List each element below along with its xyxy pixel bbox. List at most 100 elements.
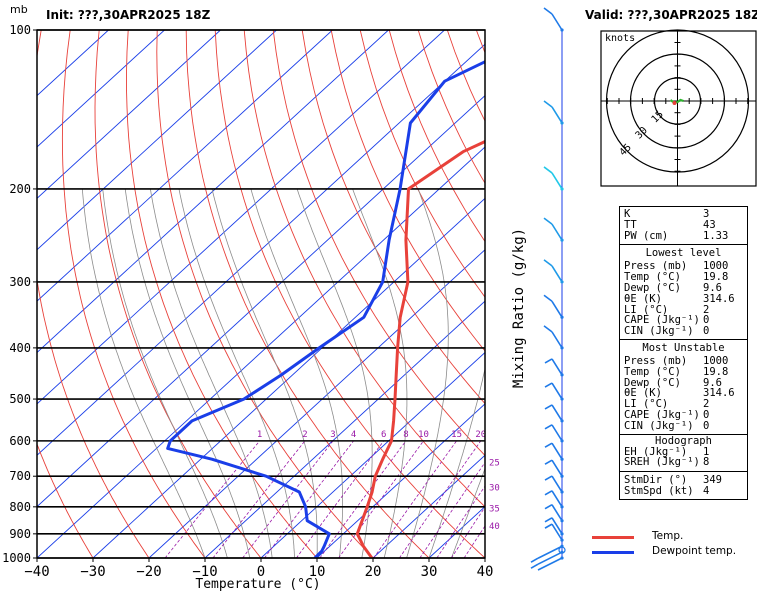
pressure-tick-label: 300 — [9, 275, 31, 289]
indices-top-section: K 3 TT 43 PW (cm) 1.33 — [620, 207, 747, 244]
lowest-level-label: Dewp (°C) — [624, 281, 681, 294]
storm-motion-label: StmSpd (kt) — [624, 484, 694, 497]
dry-adiabat-line — [37, 442, 94, 558]
lowest-level-label: θE (K) — [624, 292, 662, 305]
mixing-ratio-label: 10 — [418, 430, 429, 440]
pressure-tick-label: 200 — [9, 182, 31, 196]
temp-tick-label: −40 — [24, 564, 49, 580]
isotherm-line — [37, 30, 333, 302]
isotherm-line — [316, 403, 485, 558]
pressure-tick-label: 600 — [9, 434, 31, 448]
isotherm-line — [92, 197, 485, 558]
dry-adiabat-line — [94, 30, 262, 558]
mixing-ratio-label: 8 — [403, 430, 408, 440]
hodograph-stat-row: SREH (Jkg⁻¹) 8 — [620, 457, 747, 468]
index-label: K — [624, 208, 631, 220]
hodograph-units-label: knots — [605, 33, 635, 44]
legend-temp-label: Temp. — [652, 530, 684, 542]
index-row: PW (cm) 1.33 — [620, 230, 747, 242]
most-unstable-value: 0 — [703, 419, 710, 432]
most-unstable-value: 0 — [703, 408, 710, 421]
storm-motion-marker — [672, 101, 677, 105]
temp-tick-label: 0 — [257, 564, 265, 580]
storm-motion-label: StmDir (°) — [624, 474, 688, 487]
wind-barb-flag — [544, 442, 553, 448]
wind-barb — [551, 106, 563, 124]
wind-barb — [551, 13, 563, 31]
legend-dewpoint-swatch — [592, 551, 634, 554]
mixing-ratio-label: 1 — [257, 430, 262, 440]
x-axis-label: Temperature (°C) — [195, 577, 320, 591]
wind-barb-flag — [544, 517, 553, 523]
hodograph-stat-value: 1 — [703, 445, 710, 458]
lowest-level-label: LI (°C) — [624, 303, 669, 316]
wind-barb-flag — [530, 557, 539, 563]
legend-dewpoint-label: Dewpoint temp. — [652, 545, 737, 557]
pressure-unit-label: mb — [10, 3, 28, 16]
init-time: Init: ???,30APR2025 18Z — [46, 8, 211, 22]
isotherm-line — [37, 30, 277, 251]
most-unstable-value: 314.6 — [703, 387, 735, 400]
dry-adiabat-line — [330, 30, 485, 352]
stability-indices-table: K 3 TT 43 PW (cm) 1.33 Lowest level Press (mb… — [619, 206, 748, 500]
index-value: 3 — [703, 208, 710, 220]
lowest-level-row: Temp (°C) 19.8 — [620, 272, 747, 283]
isotherm-line — [37, 30, 165, 148]
mixing-ratio-line — [264, 440, 354, 558]
most-unstable-value: 1000 — [703, 354, 729, 367]
mixing-ratio-line — [373, 440, 457, 558]
pressure-tick-label: 900 — [9, 527, 31, 541]
most-unstable-label: Dewp (°C) — [624, 376, 681, 389]
wind-barb — [537, 545, 563, 559]
wind-barb-flag — [543, 166, 553, 174]
wind-barb — [537, 557, 563, 571]
wind-barb-flag — [544, 424, 553, 430]
plot-frame — [36, 29, 486, 559]
isotherm-line — [37, 43, 485, 456]
pressure-tick-label: 1000 — [2, 551, 31, 565]
dry-adiabat-line — [272, 30, 485, 457]
most-unstable-row: CIN (Jkg⁻¹) 0 — [620, 419, 747, 432]
moist-adiabat-line — [296, 188, 373, 558]
hodograph-stats-title: Hodograph — [655, 434, 712, 447]
wind-barb — [551, 265, 563, 283]
lowest-level-label: Temp (°C) — [624, 271, 681, 284]
most-unstable-label: CIN (Jkg⁻¹) — [624, 419, 694, 432]
mixing-ratio-label: 25 — [489, 459, 500, 469]
lowest-level-value: 9.6 — [703, 281, 722, 294]
isotherm-line — [37, 95, 485, 508]
most-unstable-row: θE (K) 314.6 — [620, 388, 747, 399]
storm-motion-value: 349 — [703, 474, 722, 487]
wind-barb — [551, 475, 563, 493]
isotherm-line — [204, 300, 485, 558]
index-row: TT 43 — [620, 218, 747, 231]
index-label: TT — [624, 218, 637, 231]
temperature-profile — [355, 139, 485, 558]
temp-tick-label: 30 — [421, 564, 438, 580]
mixing-ratio-line — [399, 440, 482, 558]
temp-tick-label: 20 — [365, 564, 382, 580]
mixing-ratio-line — [212, 440, 306, 558]
most-unstable-row: LI (°C) 2 — [620, 399, 747, 410]
lowest-level-label: CIN (Jkg⁻¹) — [624, 325, 694, 338]
wind-barb — [551, 442, 563, 460]
dry-adiabat-line — [185, 30, 430, 558]
lowest-level-row: Dewp (°C) 9.6 — [620, 283, 747, 294]
wind-barb — [551, 358, 563, 376]
lowest-level-section: Lowest level Press (mb) 1000 Temp (°C) 19.8… — [620, 244, 747, 339]
mixing-ratio-label: 4 — [351, 430, 356, 440]
dry-adiabat-line — [243, 30, 485, 508]
lowest-level-title: Lowest level — [645, 247, 722, 260]
lowest-level-label: CAPE (Jkg⁻¹) — [624, 314, 700, 327]
storm-motion-section: StmDir (°) 349 StmSpd (kt) 4 — [620, 471, 747, 499]
mixing-ratio-line — [296, 440, 385, 558]
temp-tick-label: 40 — [477, 564, 494, 580]
valid-time: Valid: ???,30APR2025 18Z — [585, 8, 757, 22]
lowest-level-row: Press (mb) 1000 — [620, 261, 747, 272]
hodograph-stat-label: SREH (Jkg⁻¹) — [624, 456, 700, 469]
isotherm-line — [37, 30, 221, 199]
dry-adiabat-line — [214, 30, 485, 558]
pressure-tick-label: 100 — [9, 23, 31, 37]
lowest-level-label: Press (mb) — [624, 260, 688, 273]
